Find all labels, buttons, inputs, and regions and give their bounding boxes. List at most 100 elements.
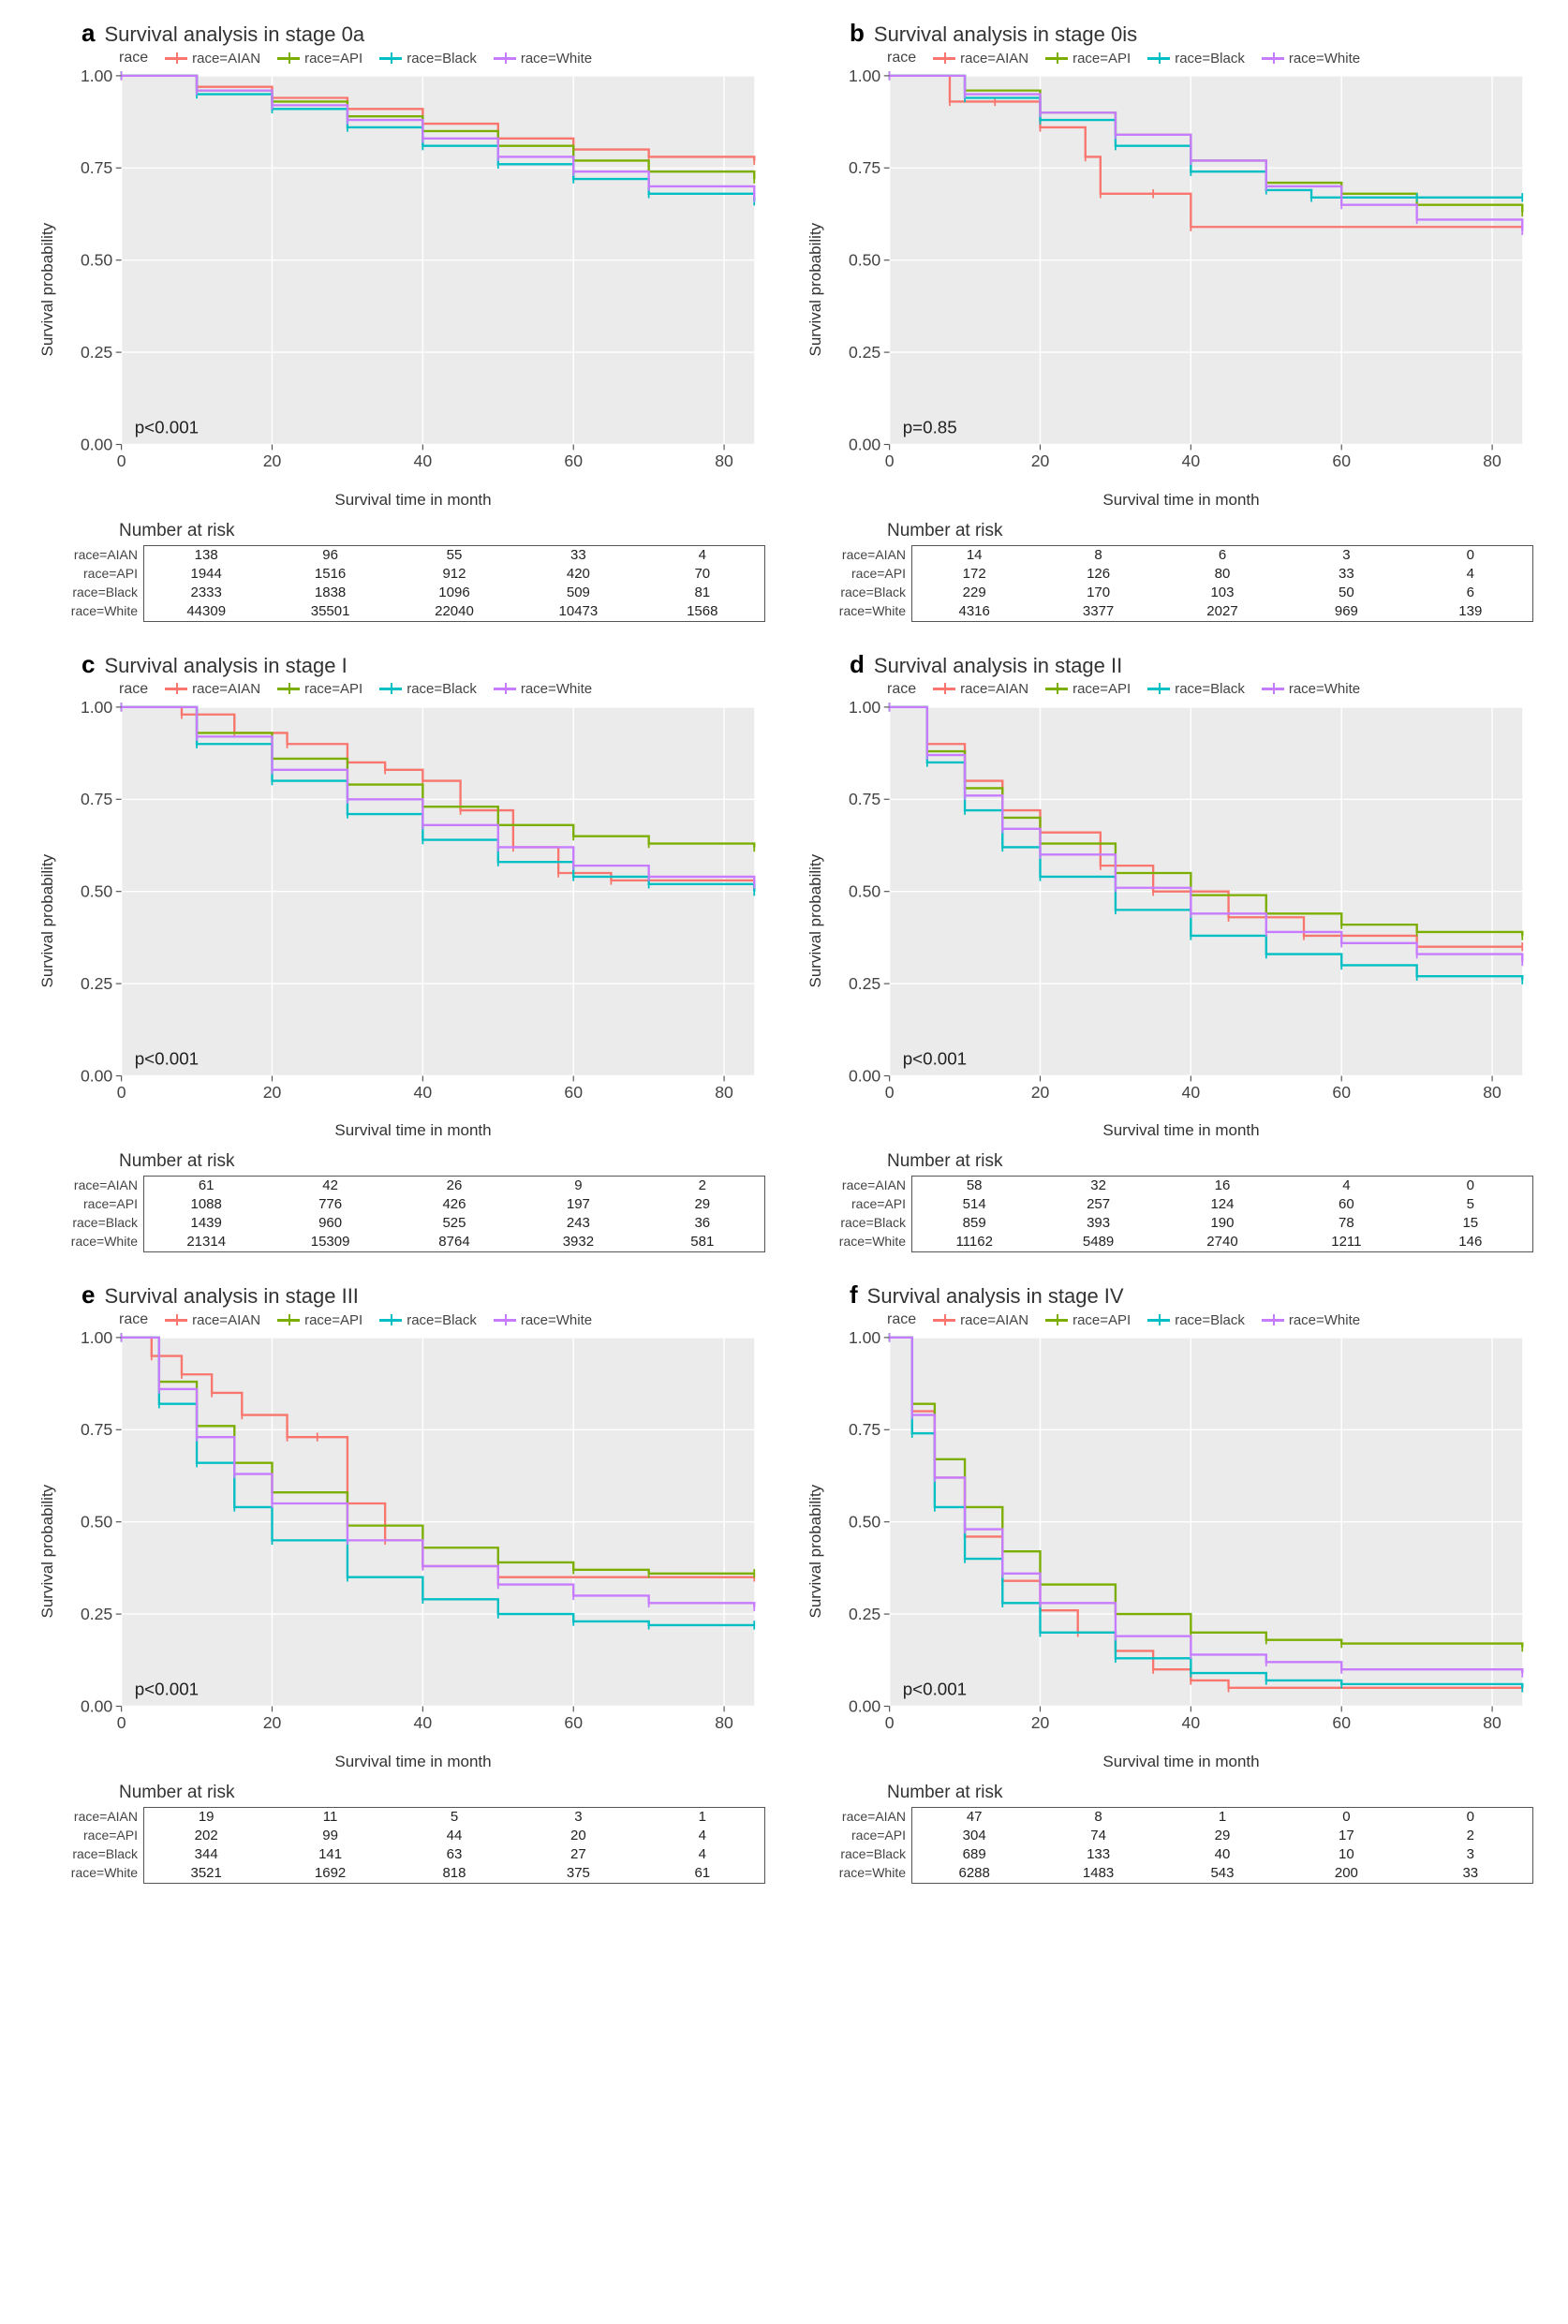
panel-title: Survival analysis in stage II <box>874 654 1122 678</box>
risk-row-label: race=API <box>35 1826 138 1844</box>
risk-row-label: race=AIAN <box>35 1807 138 1826</box>
ytick-label: 0.50 <box>81 251 112 270</box>
panel-letter: a <box>81 19 95 48</box>
legend-item: race=AIAN <box>933 1312 1028 1328</box>
legend-item: race=Black <box>1147 1312 1245 1328</box>
legend-item: race=Black <box>379 1312 477 1328</box>
y-axis-label: Survival probability <box>803 1332 829 1771</box>
legend-label: race=White <box>1289 681 1360 697</box>
x-axis-label: Survival time in month <box>829 1121 1533 1140</box>
risk-cell: 10 <box>1284 1845 1408 1864</box>
km-plot: 0204060800.000.250.500.751.00p<0.001 <box>61 70 765 489</box>
xtick-label: 20 <box>1031 451 1050 470</box>
ytick-label: 0.50 <box>849 251 880 270</box>
risk-cell: 525 <box>392 1214 516 1233</box>
ytick-label: 0.25 <box>849 1605 880 1623</box>
legend-item: race=Black <box>379 681 477 697</box>
risk-block: Number at risk race=AIANrace=APIrace=Bla… <box>803 1151 1533 1252</box>
ytick-label: 1.00 <box>849 702 880 717</box>
risk-cell: 19 <box>144 1808 268 1827</box>
panel-letter: e <box>81 1280 95 1310</box>
risk-block: Number at risk race=AIANrace=APIrace=Bla… <box>803 1783 1533 1884</box>
ytick-label: 0.50 <box>81 881 112 900</box>
pvalue-text: p<0.001 <box>903 1680 967 1699</box>
legend-item: race=API <box>1045 1312 1131 1328</box>
risk-cell: 81 <box>641 584 764 602</box>
panel-f: f Survival analysis in stage IV race rac… <box>803 1280 1533 1884</box>
ytick-label: 0.00 <box>849 1696 880 1715</box>
km-plot: 0204060800.000.250.500.751.00p<0.001 <box>61 702 765 1120</box>
ytick-label: 0.50 <box>849 881 880 900</box>
ytick-label: 0.25 <box>81 1605 112 1623</box>
legend-swatch <box>379 688 402 690</box>
risk-cell: 124 <box>1161 1195 1284 1214</box>
risk-cell: 55 <box>392 546 516 565</box>
risk-row-label: race=White <box>803 1863 906 1882</box>
risk-cell: 8 <box>1036 1808 1160 1827</box>
risk-cell: 44309 <box>144 602 268 621</box>
legend-label: race=API <box>1072 681 1131 697</box>
xtick-label: 0 <box>885 1713 895 1732</box>
risk-cell: 4 <box>1409 565 1532 584</box>
xtick-label: 40 <box>1182 451 1201 470</box>
risk-row-label: race=API <box>35 1194 138 1213</box>
risk-cell: 689 <box>912 1845 1036 1864</box>
legend-swatch <box>379 1319 402 1322</box>
risk-cell: 202 <box>144 1827 268 1845</box>
risk-cell: 133 <box>1036 1845 1160 1864</box>
xtick-label: 80 <box>1483 1083 1501 1102</box>
xtick-label: 0 <box>885 451 895 470</box>
xtick-label: 0 <box>885 1083 895 1102</box>
legend-label: race=Black <box>1175 681 1245 697</box>
risk-cell: 1439 <box>144 1214 268 1233</box>
legend-swatch <box>494 1319 516 1322</box>
legend-swatch <box>933 57 955 60</box>
x-axis-label: Survival time in month <box>61 1753 765 1771</box>
xtick-label: 80 <box>715 1083 733 1102</box>
risk-cell: 16 <box>1161 1177 1284 1195</box>
panel-letter: b <box>850 19 865 48</box>
legend-label: race=API <box>1072 51 1131 67</box>
legend: race race=AIAN race=API race=Black race=… <box>887 1311 1533 1328</box>
legend-item: race=White <box>1262 51 1360 67</box>
legend-item: race=White <box>1262 1312 1360 1328</box>
risk-cell: 776 <box>268 1195 392 1214</box>
ytick-label: 0.75 <box>849 158 880 177</box>
risk-cell: 393 <box>1036 1214 1160 1233</box>
km-plot: 0204060800.000.250.500.751.00p=0.85 <box>829 70 1533 489</box>
xtick-label: 40 <box>414 1713 433 1732</box>
xtick-label: 0 <box>117 1083 126 1102</box>
legend-swatch <box>494 688 516 690</box>
y-axis-label: Survival probability <box>35 70 61 510</box>
risk-cell: 426 <box>392 1195 516 1214</box>
legend-title: race <box>887 1311 916 1328</box>
pvalue-text: p=0.85 <box>903 418 957 437</box>
legend-item: race=White <box>494 681 592 697</box>
risk-cell: 344 <box>144 1845 268 1864</box>
panel-letter: f <box>850 1280 858 1310</box>
x-axis-label: Survival time in month <box>829 1753 1533 1771</box>
risk-cell: 3521 <box>144 1864 268 1883</box>
risk-cell: 229 <box>912 584 1036 602</box>
legend-label: race=White <box>521 1312 592 1328</box>
risk-title: Number at risk <box>887 1783 1533 1803</box>
risk-cell: 2027 <box>1161 602 1284 621</box>
risk-cell: 3 <box>516 1808 640 1827</box>
risk-row-label: race=AIAN <box>803 545 906 564</box>
risk-cell: 15 <box>1409 1214 1532 1233</box>
risk-cell: 859 <box>912 1214 1036 1233</box>
xtick-label: 80 <box>715 451 733 470</box>
legend: race race=AIAN race=API race=Black race=… <box>887 681 1533 698</box>
ytick-label: 0.00 <box>81 435 112 453</box>
risk-block: Number at risk race=AIANrace=APIrace=Bla… <box>35 1151 765 1252</box>
legend-swatch <box>277 1319 300 1322</box>
risk-cell: 20 <box>516 1827 640 1845</box>
risk-cell: 36 <box>641 1214 764 1233</box>
risk-cell: 27 <box>516 1845 640 1864</box>
risk-cell: 3 <box>1409 1845 1532 1864</box>
x-axis-label: Survival time in month <box>61 491 765 510</box>
risk-cell: 33 <box>1284 565 1408 584</box>
y-axis-label: Survival probability <box>803 70 829 510</box>
risk-row-label: race=White <box>35 1232 138 1251</box>
risk-cell: 1211 <box>1284 1233 1408 1251</box>
